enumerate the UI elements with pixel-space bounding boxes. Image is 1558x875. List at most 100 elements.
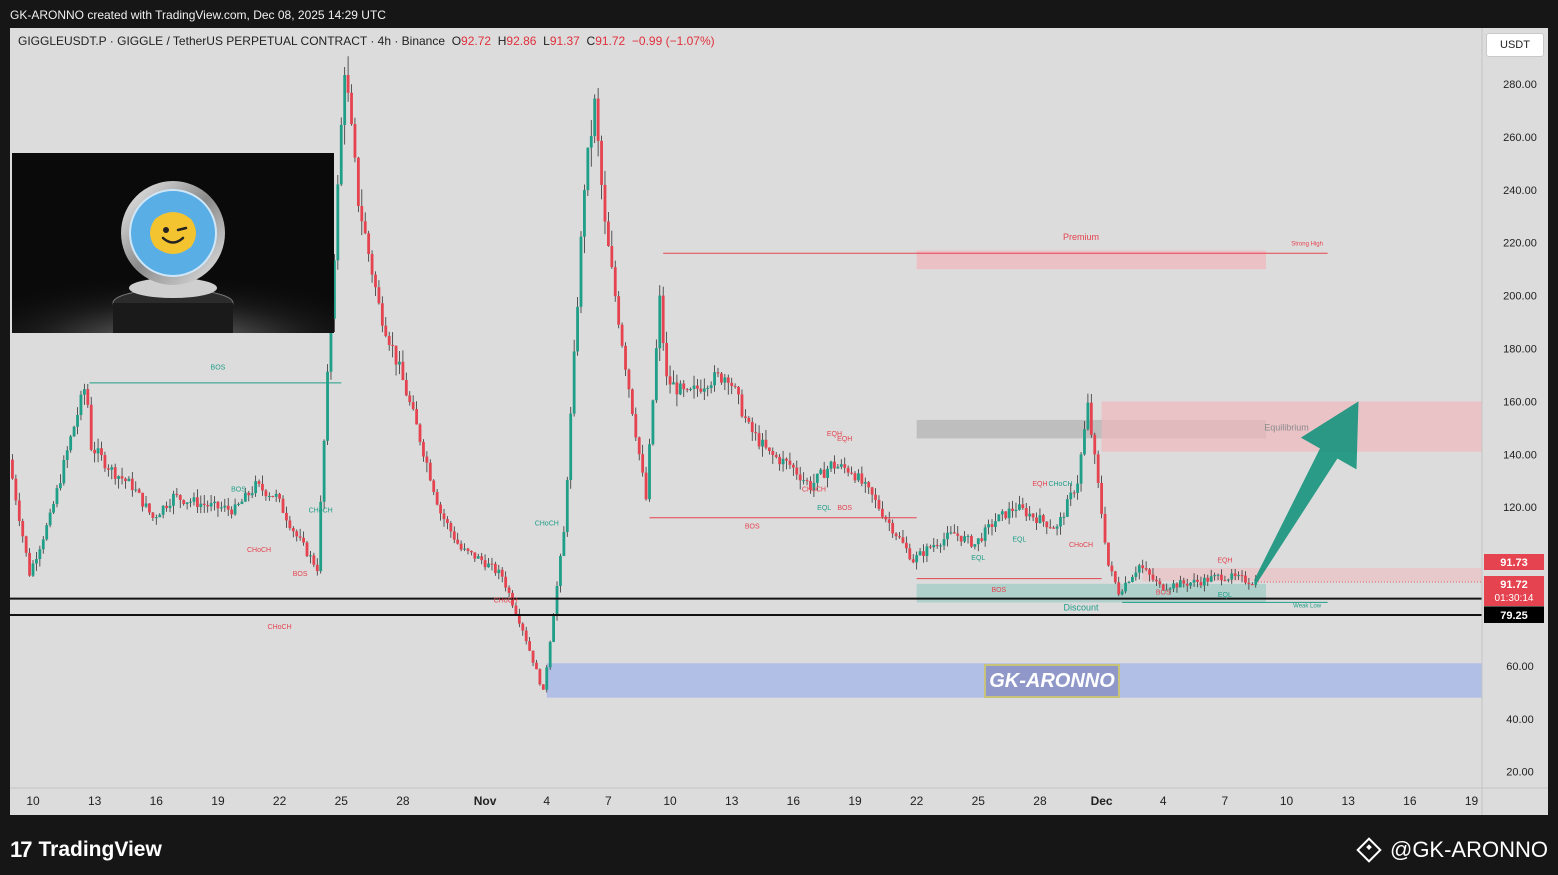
candle-body xyxy=(915,555,919,563)
candle-body xyxy=(833,461,836,469)
candle-body xyxy=(517,614,521,624)
candle-body xyxy=(740,394,744,417)
candle-body xyxy=(250,493,254,496)
candle-body xyxy=(1172,583,1175,589)
symbol-info: GIGGLEUSDT.P · GIGGLE / TetherUS PERPETU… xyxy=(18,34,715,48)
candle-body xyxy=(1113,571,1117,583)
x-tick-label: 10 xyxy=(663,794,677,808)
candle-body xyxy=(154,517,158,519)
candle-body xyxy=(682,383,686,390)
y-tick-label: 160.00 xyxy=(1503,396,1537,408)
candle-body xyxy=(1100,482,1103,514)
annotation-bos: BOS xyxy=(211,365,226,372)
x-tick-label: 4 xyxy=(1160,794,1167,808)
candle-body xyxy=(52,504,55,513)
candle-body xyxy=(374,274,377,288)
candle-body xyxy=(956,533,960,536)
candle-body xyxy=(291,528,295,532)
candle-body xyxy=(1117,582,1121,595)
candle-body xyxy=(1189,582,1193,586)
candle-body xyxy=(490,563,494,565)
candle-body xyxy=(675,382,679,395)
annotation-eqh: EQH xyxy=(1032,481,1047,488)
symbol-name: GIGGLEUSDT.P · GIGGLE / TetherUS PERPETU… xyxy=(18,34,446,48)
zone-premium xyxy=(916,250,1266,270)
candle-body xyxy=(1011,508,1014,512)
candle-body xyxy=(922,551,925,556)
candle-body xyxy=(713,372,716,386)
candle-body xyxy=(1052,527,1056,529)
candle-body xyxy=(346,75,350,93)
y-tick-label: 60.00 xyxy=(1506,661,1534,673)
annotation-choch: CHoCH xyxy=(494,597,518,604)
candle-body xyxy=(1237,575,1240,577)
y-tick-label: 180.00 xyxy=(1503,344,1537,356)
candle-body xyxy=(404,380,408,396)
candle-body xyxy=(48,512,52,526)
candle-body xyxy=(613,267,617,297)
candle-body xyxy=(363,221,367,234)
candle-body xyxy=(678,383,682,395)
candle-body xyxy=(120,476,124,479)
candle-body xyxy=(175,493,179,496)
candle-body xyxy=(785,458,788,461)
candle-body xyxy=(257,481,261,484)
forecast-arrow xyxy=(1254,401,1359,583)
candle-body xyxy=(559,555,562,587)
candle-body xyxy=(658,295,662,349)
x-tick-label: 7 xyxy=(1222,794,1229,808)
candle-body xyxy=(339,124,343,185)
candle-body xyxy=(89,404,93,450)
candle-body xyxy=(610,245,614,268)
candle-body xyxy=(1247,582,1251,585)
candle-body xyxy=(189,501,192,503)
candle-body xyxy=(1216,574,1220,576)
candle-body xyxy=(764,439,768,448)
candle-body xyxy=(651,400,655,445)
x-tick-label: 13 xyxy=(725,794,739,808)
candle-body xyxy=(1226,579,1230,581)
annotation-eqh: EQH xyxy=(827,431,842,438)
candle-body xyxy=(942,539,946,546)
candle-body xyxy=(1240,575,1244,577)
candle-body xyxy=(593,98,597,137)
candle-body xyxy=(264,490,268,497)
candle-body xyxy=(281,498,285,513)
x-tick-label: 16 xyxy=(787,794,801,808)
candle-body xyxy=(360,205,364,222)
candle-body xyxy=(1175,583,1179,588)
candle-body xyxy=(1165,589,1169,591)
price-chart[interactable]: Premium Strong High Equilibrium Discount Wea… xyxy=(10,28,1548,815)
candle-body xyxy=(230,509,234,515)
candle-body xyxy=(1018,504,1021,510)
candle-body xyxy=(1096,454,1100,483)
candle-body xyxy=(391,344,395,346)
candle-body xyxy=(223,505,227,508)
candle-body xyxy=(538,669,542,685)
candle-body xyxy=(846,467,850,473)
candle-body xyxy=(994,521,997,527)
candle-body xyxy=(829,461,833,469)
candle-body xyxy=(1254,581,1258,585)
candle-body xyxy=(1250,584,1254,586)
candle-body xyxy=(1089,402,1093,435)
token-logo-image xyxy=(12,153,334,333)
tradingview-logo[interactable]: 17 TradingView xyxy=(10,835,162,865)
candle-body xyxy=(439,504,442,514)
currency-selector[interactable]: USDT xyxy=(1486,33,1544,57)
candle-body xyxy=(398,361,401,365)
candle-body xyxy=(569,413,573,480)
candle-body xyxy=(1035,517,1038,524)
candle-body xyxy=(970,536,973,547)
chart-pane[interactable]: Premium Strong High Equilibrium Discount Wea… xyxy=(10,28,1548,815)
candle-body xyxy=(41,539,45,550)
candle-body xyxy=(1038,515,1042,524)
author-watermark: GK-ARONNO xyxy=(984,664,1120,698)
candle-body xyxy=(1206,577,1210,582)
candle-body xyxy=(302,537,305,543)
candle-body xyxy=(62,460,66,484)
low-value: 91.37 xyxy=(549,34,580,48)
candle-body xyxy=(857,473,860,481)
candle-body xyxy=(661,295,665,344)
candle-body xyxy=(949,532,953,534)
